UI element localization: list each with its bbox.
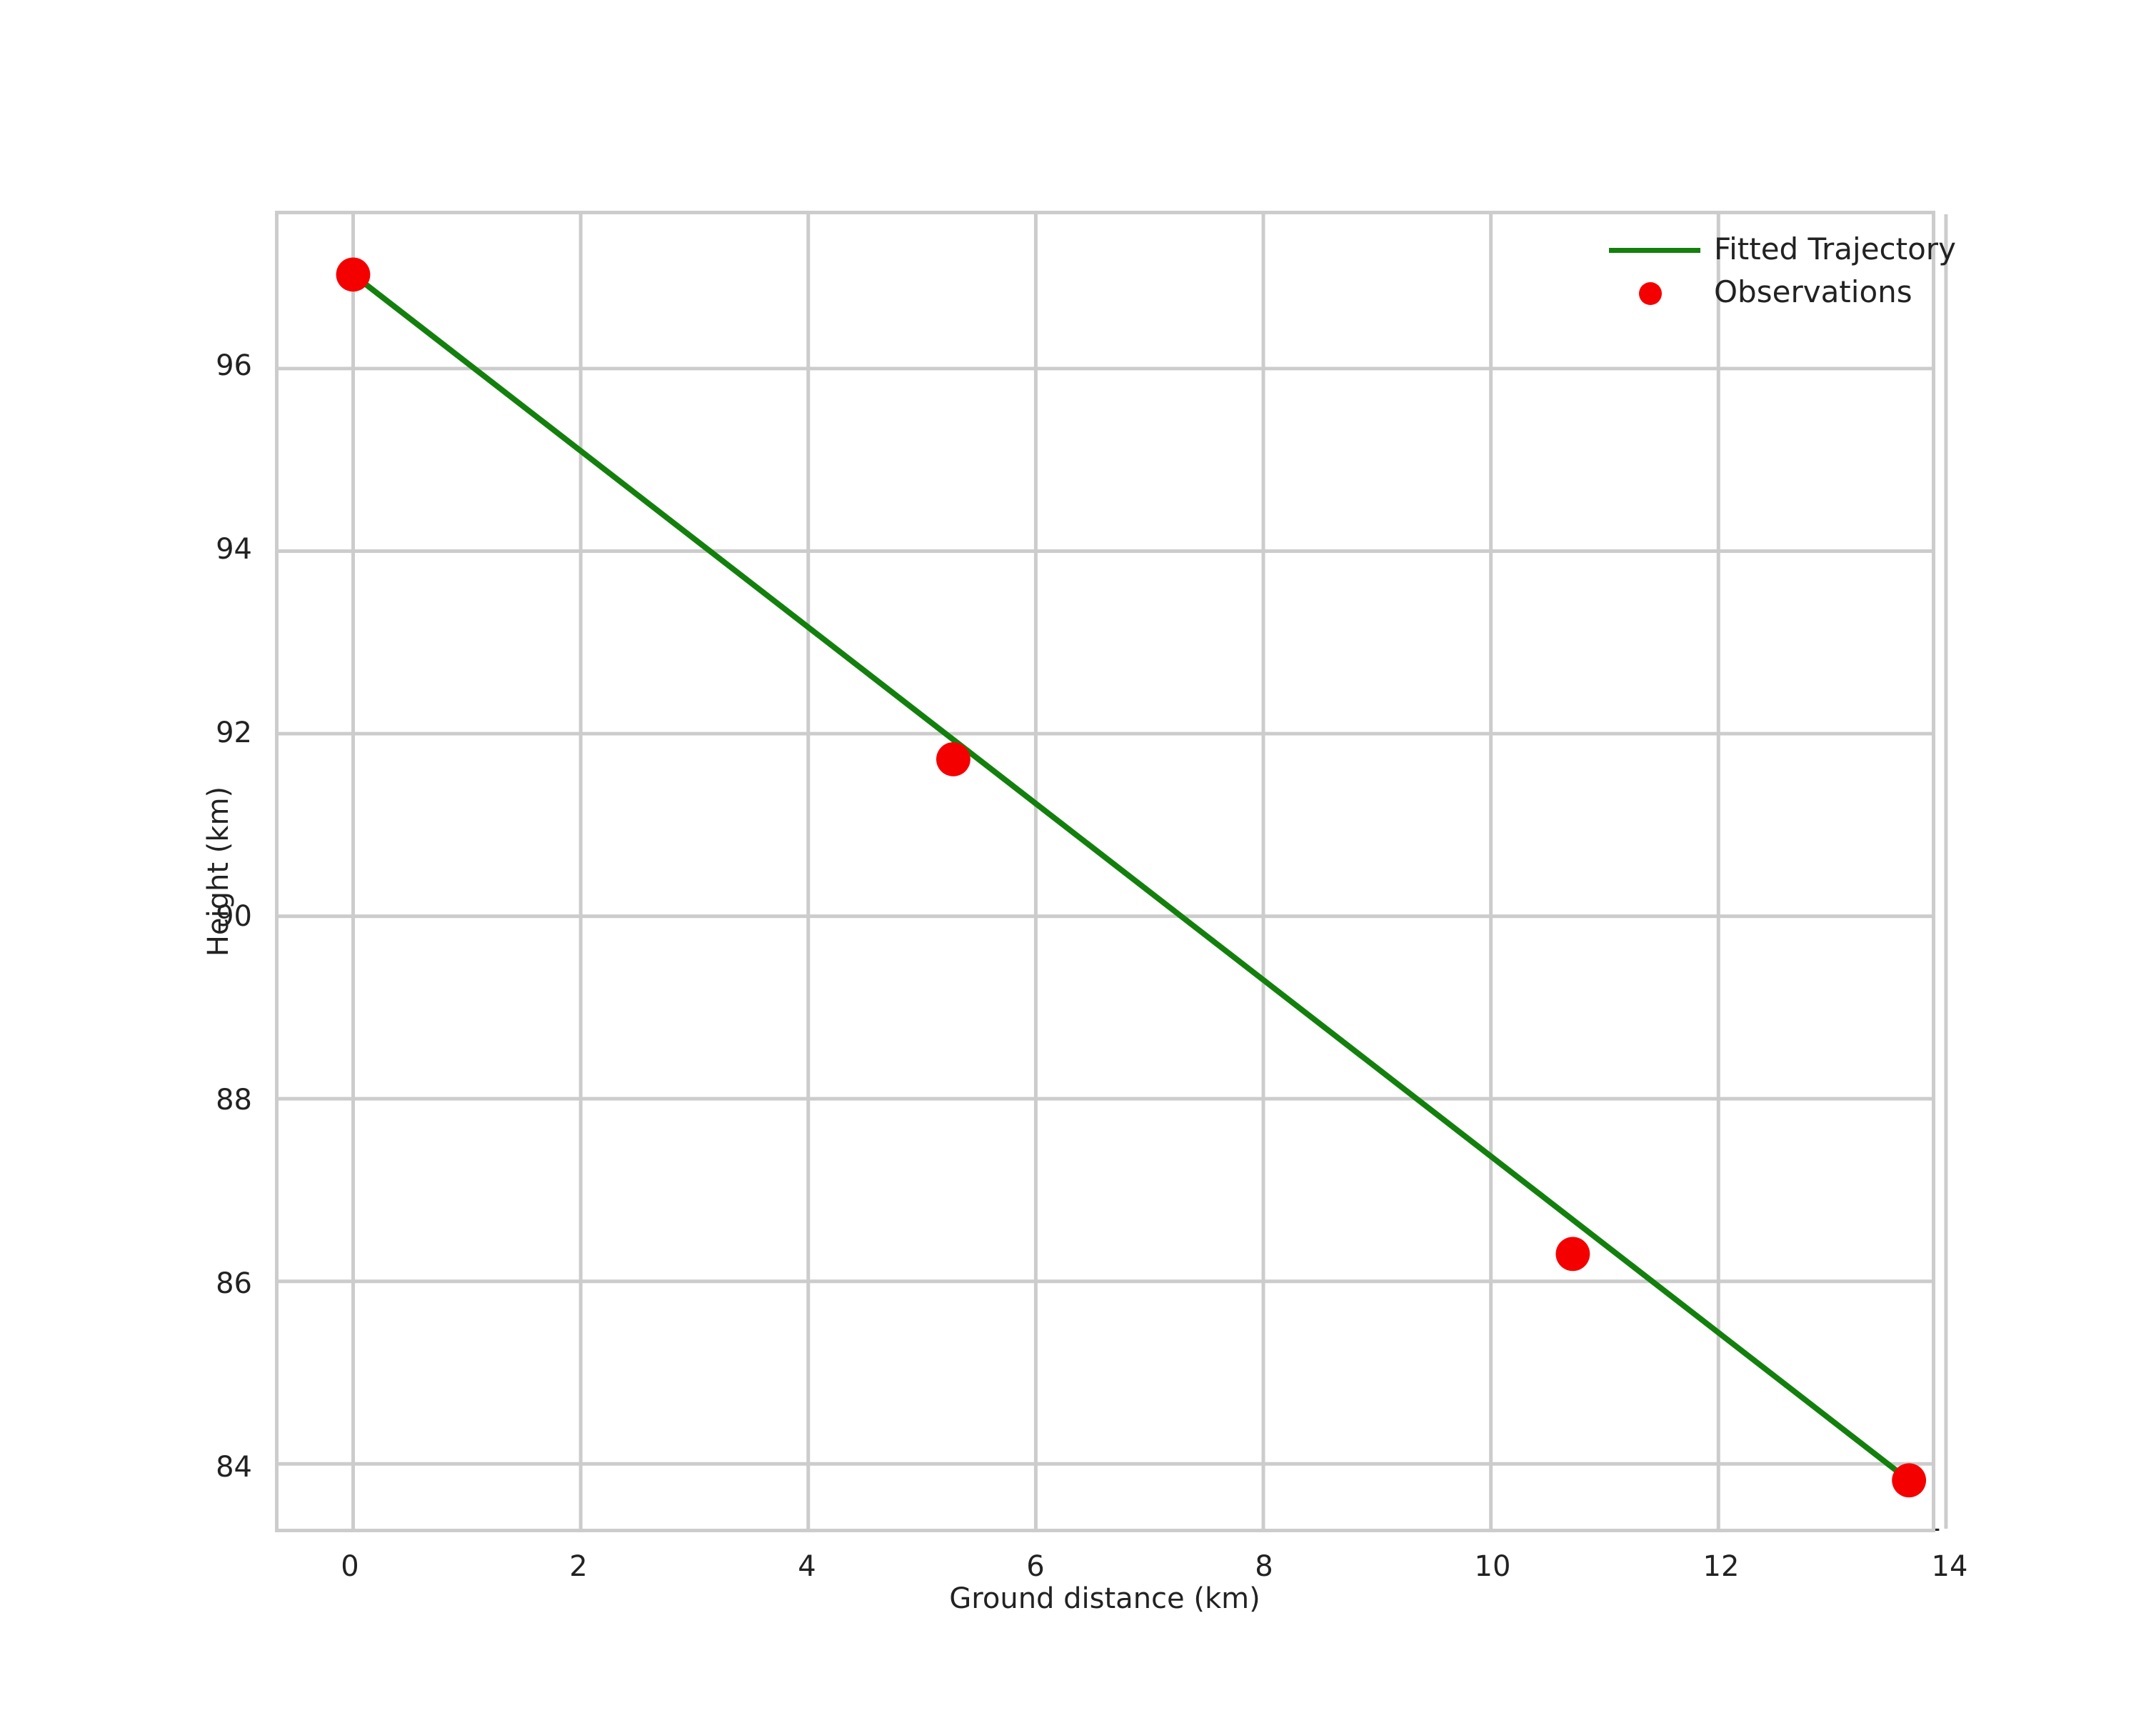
data-point-marker xyxy=(936,741,971,776)
x-axis-tick-label: 14 xyxy=(1931,1550,1968,1583)
y-axis-tick-label: 92 xyxy=(216,716,252,749)
y-axis-tick-label: 88 xyxy=(216,1083,252,1117)
x-axis-tick-label: 12 xyxy=(1703,1550,1740,1583)
y-axis-tick-label: 96 xyxy=(216,349,252,383)
y-axis-tick-label: 94 xyxy=(216,533,252,566)
legend-label-observations: Observations xyxy=(1714,274,1912,309)
legend-circle-swatch-icon xyxy=(1603,271,1707,314)
series-line-fitted-trajectory xyxy=(350,271,1912,1484)
x-axis-tick-label: 4 xyxy=(798,1550,816,1583)
legend-entry-observations: Observations xyxy=(1603,271,1939,314)
data-point-marker xyxy=(1555,1237,1590,1272)
plot-area xyxy=(275,211,1948,1532)
data-series-layer xyxy=(336,257,1927,1498)
grid-lines xyxy=(279,214,1948,1529)
data-point-marker xyxy=(336,257,371,292)
x-axis-tick-label: 2 xyxy=(569,1550,588,1583)
legend-line-swatch-icon xyxy=(1603,229,1707,271)
legend-label-fitted-trajectory: Fitted Trajectory xyxy=(1714,231,1956,266)
x-axis-tick-label: 8 xyxy=(1255,1550,1273,1583)
y-axis-tick-label: 84 xyxy=(216,1450,252,1484)
x-axis-tick-label: 10 xyxy=(1474,1550,1511,1583)
x-axis-tick-label: 6 xyxy=(1026,1550,1045,1583)
data-point-marker xyxy=(1892,1463,1927,1498)
y-axis-tick-label: 90 xyxy=(216,899,252,933)
legend-entry-fitted-trajectory: Fitted Trajectory xyxy=(1603,229,1956,271)
chart-legend: Fitted Trajectory Observations xyxy=(1603,227,1956,320)
x-axis-tick-label: 0 xyxy=(341,1550,359,1583)
y-axis-tick-label: 86 xyxy=(216,1267,252,1300)
x-axis-title: Ground distance (km) xyxy=(949,1582,1260,1615)
